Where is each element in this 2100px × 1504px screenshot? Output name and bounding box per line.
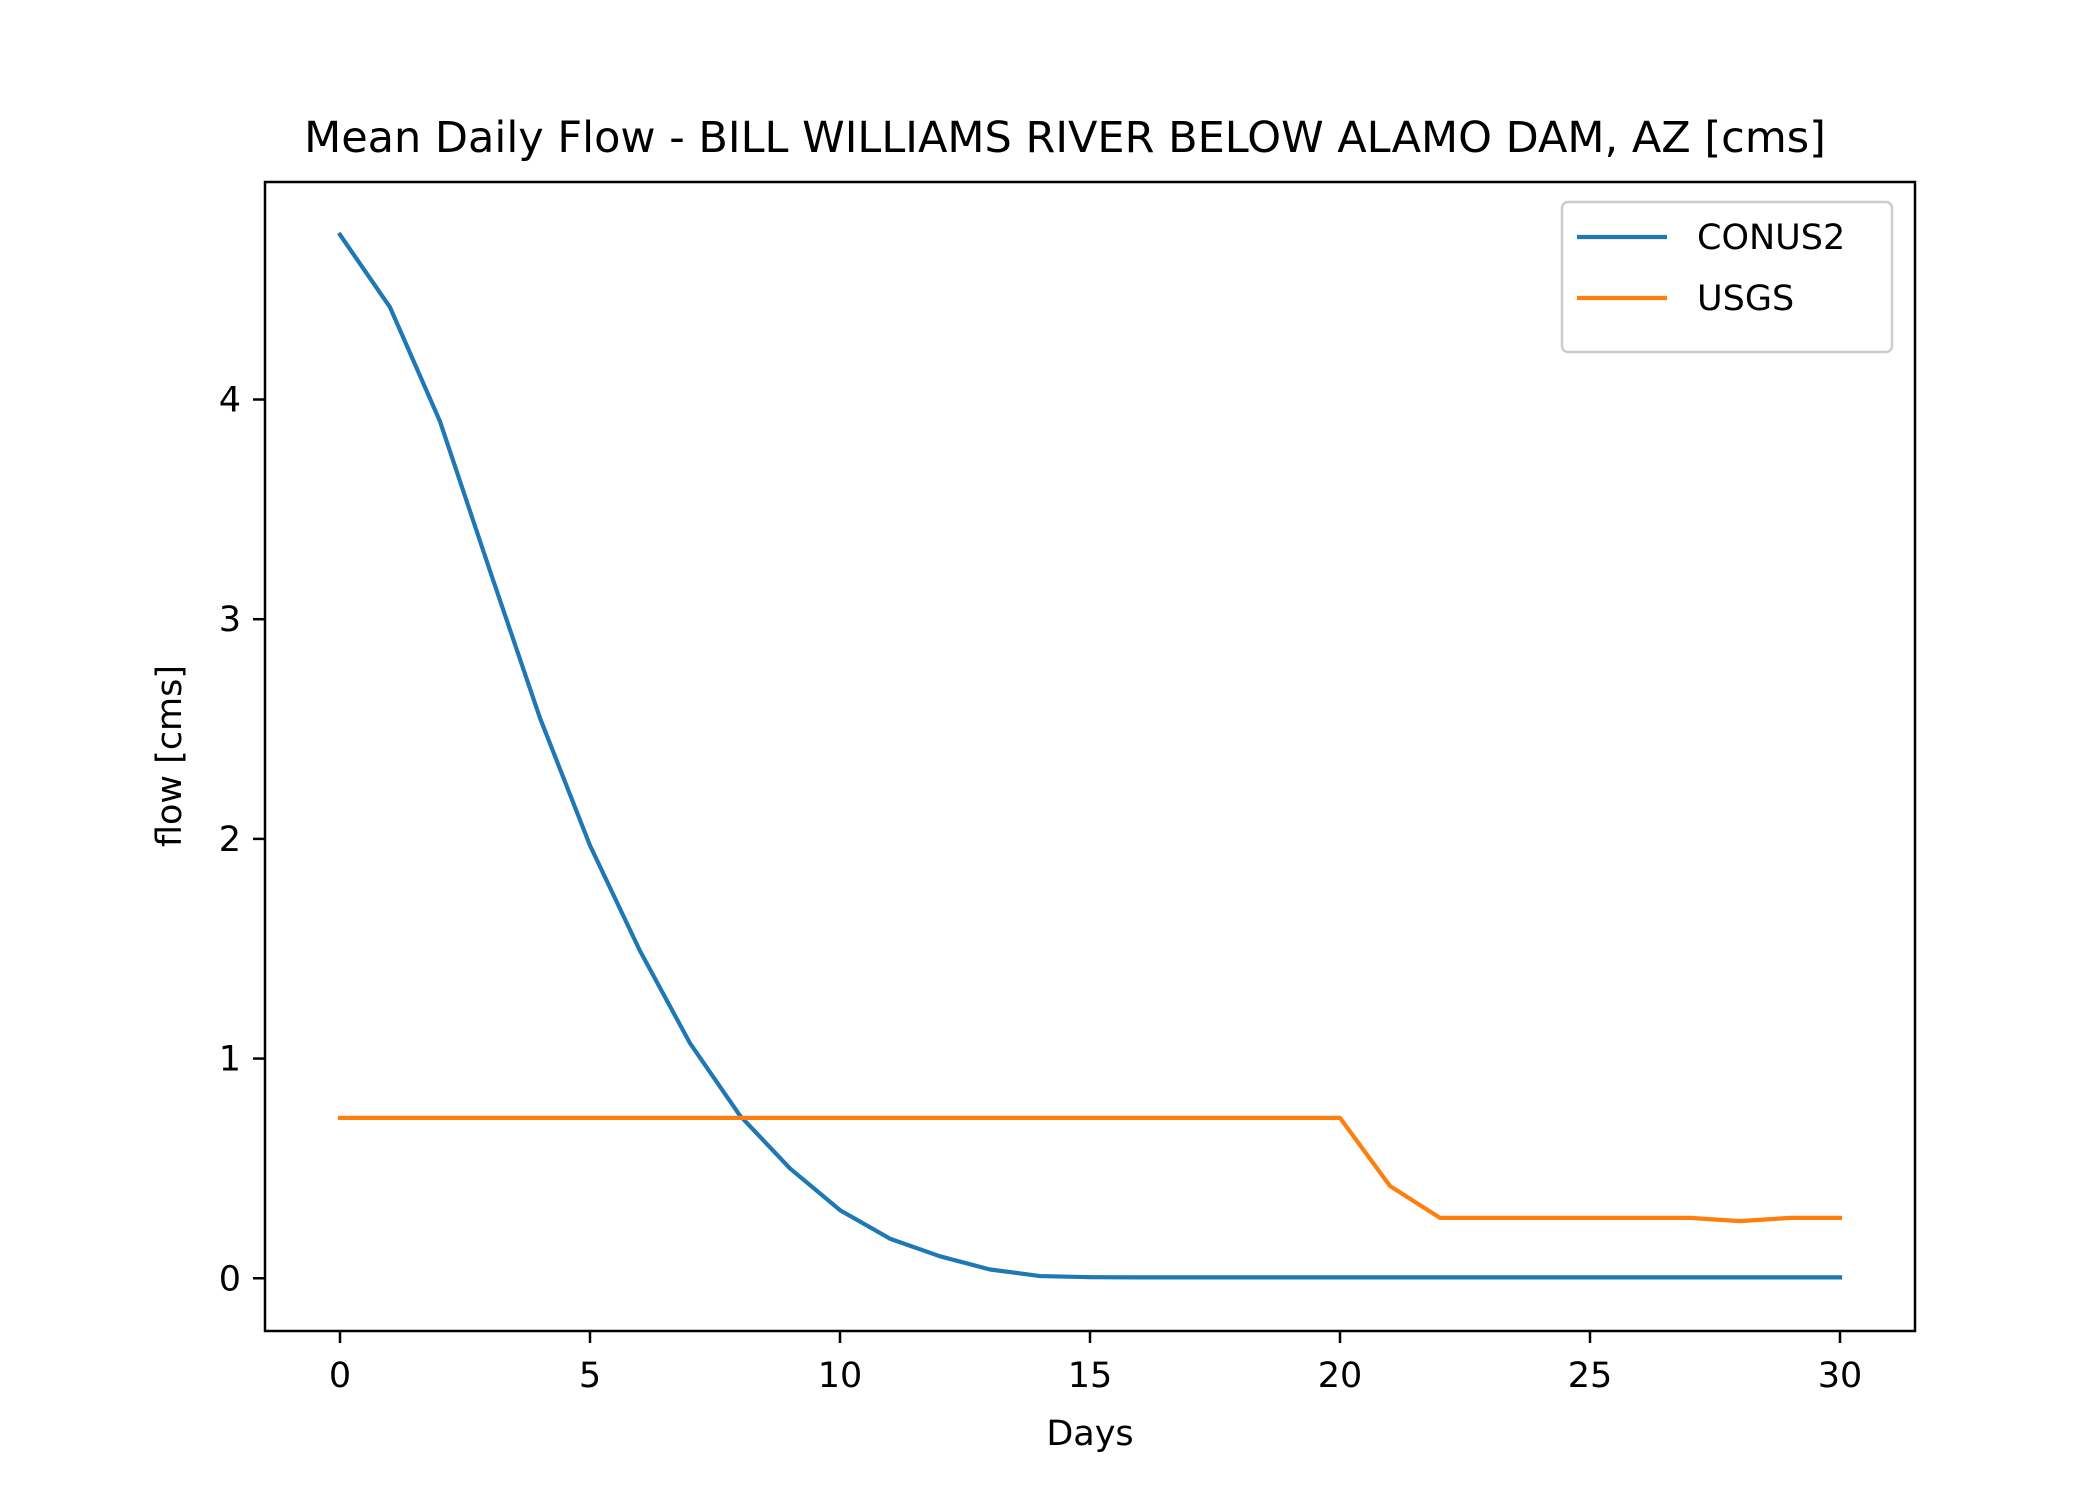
x-tick-label: 30 xyxy=(1818,1356,1863,1396)
x-tick-label: 10 xyxy=(818,1356,863,1396)
y-tick-label: 4 xyxy=(219,380,241,420)
x-tick-label: 25 xyxy=(1568,1356,1613,1396)
chart-title: Mean Daily Flow - BILL WILLIAMS RIVER BE… xyxy=(304,113,1826,163)
x-axis-label: Days xyxy=(1046,1414,1133,1454)
series-line-usgs xyxy=(337,1115,1843,1224)
chart-marks xyxy=(337,231,1843,1280)
legend: CONUS2 USGS xyxy=(1560,200,1894,354)
y-axis: 0 1 2 3 4 xyxy=(219,380,265,1299)
y-tick-label: 2 xyxy=(219,820,241,860)
y-tick-label: 3 xyxy=(219,600,241,640)
legend-label-conus2: CONUS2 xyxy=(1697,218,1845,258)
x-tick-label: 20 xyxy=(1318,1356,1363,1396)
x-tick-label: 0 xyxy=(329,1356,351,1396)
series-line-conus2 xyxy=(337,231,1843,1280)
y-tick-label: 1 xyxy=(219,1040,241,1080)
y-tick-label: 0 xyxy=(219,1259,241,1299)
legend-box xyxy=(1560,200,1894,354)
x-tick-label: 5 xyxy=(579,1356,601,1396)
x-tick-label: 15 xyxy=(1068,1356,1113,1396)
y-axis-label: flow [cms] xyxy=(150,665,190,847)
x-axis: 0 5 10 15 20 25 30 xyxy=(329,1331,1862,1396)
legend-label-usgs: USGS xyxy=(1697,279,1794,319)
